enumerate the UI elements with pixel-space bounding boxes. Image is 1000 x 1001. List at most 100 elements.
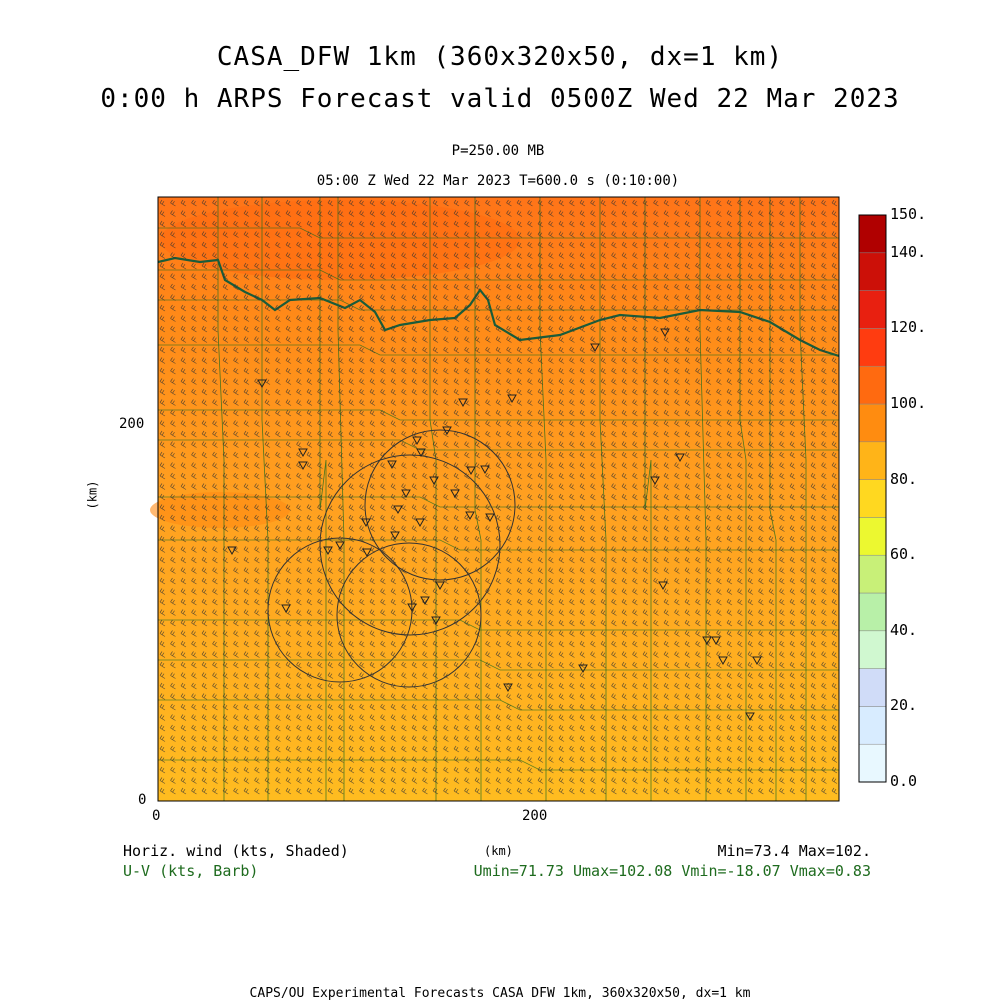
radar-site-marker <box>281 604 291 614</box>
radar-site-marker <box>393 505 403 515</box>
colorbar-label: 20. <box>890 696 918 714</box>
radar-site-marker <box>420 596 430 606</box>
colorbar-bin <box>858 479 887 518</box>
colorbar-bin <box>858 403 887 443</box>
colorbar-label: 140. <box>890 243 927 261</box>
colorbar-bin <box>858 743 887 783</box>
radar-site-marker <box>503 683 513 693</box>
county-line <box>158 409 839 421</box>
radar-site-marker <box>407 603 417 613</box>
colorbar-bin <box>858 328 887 367</box>
radar-range-ring <box>319 454 501 636</box>
colorbar-label: 40. <box>890 621 918 639</box>
colorbar-bin <box>858 592 887 632</box>
radar-site-marker <box>323 546 333 556</box>
colorbar-bin <box>858 214 887 254</box>
radar-site-marker <box>718 656 728 666</box>
colorbar-label: 60. <box>890 545 918 563</box>
radar-site-marker <box>361 518 371 528</box>
county-boundaries <box>158 197 839 801</box>
red-river-state-border <box>158 256 839 358</box>
radar-site-marker <box>387 460 397 470</box>
county-line <box>319 197 327 801</box>
radar-site-marker <box>650 476 660 486</box>
county-line <box>699 197 707 801</box>
radar-site-marker <box>450 489 460 499</box>
radar-site-marker <box>298 448 308 458</box>
field-minmax-label: Min=73.4 Max=102. <box>717 842 871 860</box>
plot-frame <box>157 196 840 802</box>
colorbar-bin <box>858 706 887 745</box>
colorbar-bin <box>858 517 887 556</box>
radar-site-marker <box>480 465 490 475</box>
county-line <box>158 659 839 671</box>
radar-site-marker <box>745 712 755 722</box>
x-tick-200: 200 <box>522 808 548 824</box>
radar-site-marker <box>702 636 712 646</box>
legend-barb-label: U-V (kts, Barb) <box>123 862 259 880</box>
county-line <box>158 439 839 451</box>
colorbar-bin <box>858 441 887 480</box>
radar-site-marker <box>390 531 400 541</box>
radar-site-marker <box>507 394 517 404</box>
y-tick-200: 200 <box>119 416 145 432</box>
colorbar-bin <box>858 668 887 707</box>
radar-site-marker <box>590 343 600 353</box>
radar-site-marker <box>415 518 425 528</box>
radar-site-marker <box>660 328 670 338</box>
plot-title-line2: 0:00 h ARPS Forecast valid 0500Z Wed 22 … <box>100 84 900 114</box>
county-line <box>158 269 839 281</box>
county-line <box>474 197 482 801</box>
colorbar-bin <box>858 630 887 669</box>
valid-time-label: 05:00 Z Wed 22 Mar 2023 T=600.0 s (0:10:… <box>316 173 680 189</box>
plot-title-line1: CASA_DFW 1km (360x320x50, dx=1 km) <box>216 42 784 72</box>
radar-site-marker <box>412 436 422 446</box>
radar-site-marker <box>335 541 345 551</box>
radar-site-marker <box>416 448 426 458</box>
radar-site-marker <box>485 513 495 523</box>
radar-site-marker <box>458 398 468 408</box>
county-line <box>644 197 652 801</box>
radar-site-marker <box>658 581 668 591</box>
colorbar-bin <box>858 252 887 291</box>
county-line <box>769 197 777 801</box>
radar-site-marker <box>442 426 452 436</box>
radar-site-marker <box>435 581 445 591</box>
radar-site-marker <box>298 461 308 471</box>
radar-site-marker <box>227 546 237 556</box>
county-line <box>599 197 607 801</box>
x-axis-unit-label: (km) <box>484 844 513 858</box>
colorbar-label: 120. <box>890 318 927 336</box>
radar-site-marker <box>431 616 441 626</box>
x-tick-0: 0 <box>152 808 161 824</box>
radar-site-markers <box>227 328 762 722</box>
radar-site-marker <box>429 476 439 486</box>
y-tick-0: 0 <box>138 792 147 808</box>
county-line <box>217 197 225 801</box>
radar-site-marker <box>711 636 721 646</box>
radar-site-marker <box>578 664 588 674</box>
colorbar-bin <box>858 365 887 405</box>
radar-site-marker <box>401 489 411 499</box>
radar-range-ring <box>364 429 516 581</box>
uv-extremes-label: Umin=71.73 Umax=102.08 Vmin=-18.07 Vmax=… <box>473 862 871 880</box>
wind-barb-grid <box>159 199 838 795</box>
radar-site-marker <box>362 548 372 558</box>
legend-shaded-label: Horiz. wind (kts, Shaded) <box>123 842 349 860</box>
radar-range-ring <box>336 542 482 688</box>
y-axis-unit-label: (km) <box>85 480 100 510</box>
radar-site-marker <box>257 379 267 389</box>
footer-credit: CAPS/OU Experimental Forecasts CASA DFW … <box>249 986 751 1001</box>
colorbar-label: 0.0 <box>890 772 918 790</box>
radar-site-marker <box>465 511 475 521</box>
county-line <box>158 227 839 239</box>
colorbar-bin <box>858 290 887 329</box>
radar-site-marker <box>675 453 685 463</box>
colorbar-bin <box>858 554 887 594</box>
wind-barbs <box>159 199 838 795</box>
county-line <box>429 197 437 801</box>
colorbar-label: 100. <box>890 394 927 412</box>
county-line <box>261 197 269 801</box>
colorbar-label: 80. <box>890 470 918 488</box>
